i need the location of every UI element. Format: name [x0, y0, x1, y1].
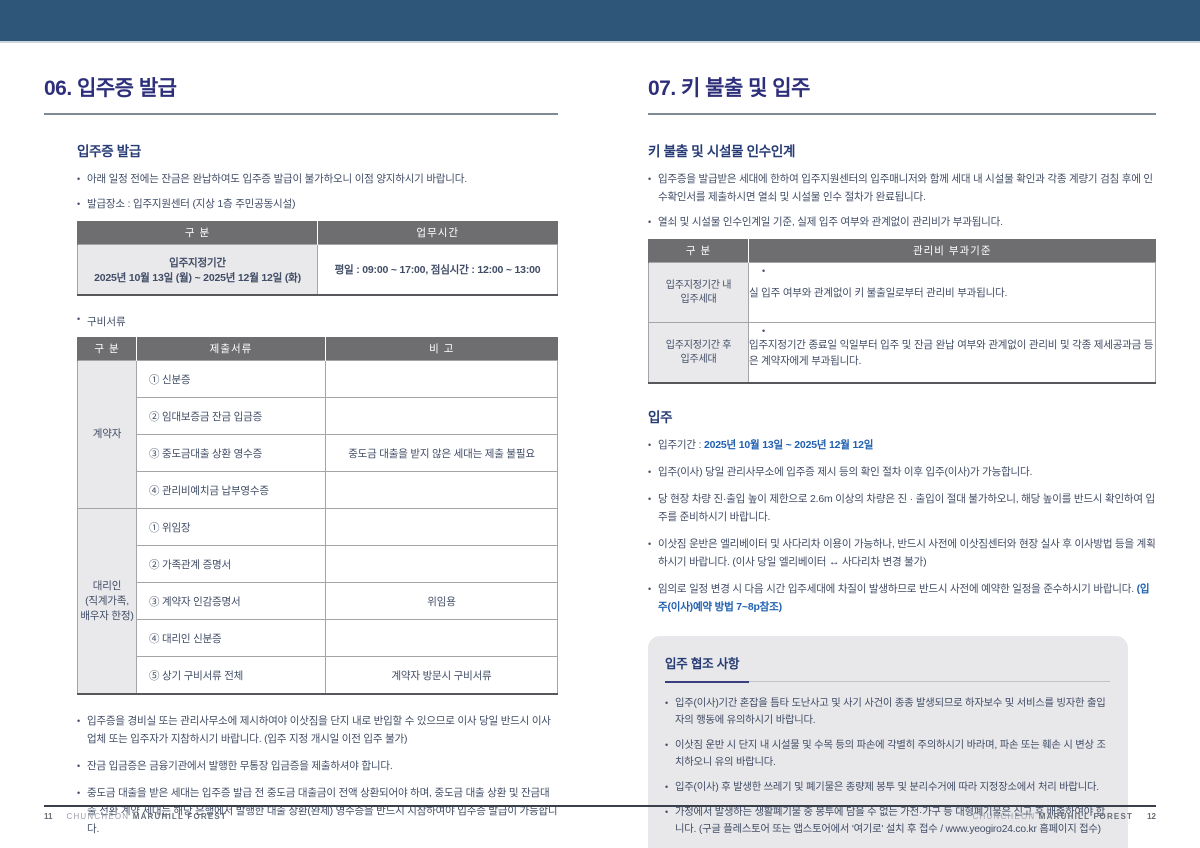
note-cell	[325, 545, 558, 583]
cooperation-bullet: 가정에서 발생하는 생활폐기물 중 봉투에 담을 수 없는 가전·가구 등 대형…	[665, 804, 1110, 838]
left-page-content: 입주증 발급 아래 일정 전에는 잔금은 완납하여도 입주증 발급이 불가하오니…	[77, 140, 558, 838]
handover-section-heading: 키 불출 및 시설물 인수인계	[648, 144, 796, 159]
note-cell	[325, 397, 558, 435]
right-page-content: 키 불출 및 시설물 인수인계 입주증을 발급받은 세대에 한하여 입주지원센터…	[648, 140, 1156, 848]
issue-bullet: 아래 일정 전에는 잔금은 완납하여도 입주증 발급이 불가하오니 이점 양지하…	[77, 170, 558, 188]
left-page: 06. 입주증 발급 입주증 발급 아래 일정 전에는 잔금은 완납하여도 입주…	[44, 72, 558, 845]
issue-section-heading: 입주증 발급	[77, 144, 142, 159]
required-docs-table: 구 분 제출서류 비 고 계약자 ① 신분증 ② 임대보증금 잔금 입금증 ③ …	[77, 337, 558, 695]
schedule-period-cell: 입주지정기간 2025년 10월 13일 (월) ~ 2025년 12월 12일…	[77, 244, 318, 296]
movein-period-label: 입주기간 :	[658, 439, 704, 451]
table-row: 입주지정기간 후 입주세대 입주지정기간 종료일 익일부터 입주 및 잔금 완납…	[648, 322, 1156, 384]
table-row: ② 임대보증금 잔금 입금증	[78, 397, 558, 435]
note-cell	[325, 360, 558, 398]
table-row: ⑤ 상기 구비서류 전체 계약자 방문시 구비서류	[78, 656, 558, 695]
proxy-group-cell: 대리인 (직계가족, 배우자 한정)	[77, 508, 137, 695]
docs-header-category: 구 분	[77, 337, 137, 361]
movein-reservation-bullet: 임의로 일정 변경 시 다음 시간 입주세대에 차질이 발생하므로 반드시 사전…	[648, 580, 1156, 616]
title-rule	[44, 113, 558, 115]
note-cell	[325, 508, 558, 546]
table-row: 입주지정기간 2025년 10월 13일 (월) ~ 2025년 12월 12일…	[77, 244, 558, 296]
movein-bullet: 당 현장 차량 진·출입 높이 제한으로 2.6m 이상의 차량은 진 · 출입…	[648, 490, 1156, 526]
brand-name: MARUHILL FOREST	[132, 812, 228, 821]
right-page-number: 12	[1147, 812, 1156, 821]
doc-cell: ① 신분증	[136, 360, 326, 398]
footer-right: CHUNCHEON MARUHILL FOREST 12	[973, 812, 1156, 821]
issue-bullet: 발급장소 : 입주지원센터 (지상 1층 주민공동시설)	[77, 195, 558, 213]
table-row: 입주지정기간 내 입주세대 실 입주 여부와 관계없이 키 불출일로부터 관리비…	[648, 262, 1156, 323]
fee-header-criteria: 관리비 부과기준	[748, 239, 1156, 263]
cooperation-box-heading: 입주 협조 사항	[665, 653, 1110, 683]
movein-bullet-list: 입주기간 : 2025년 10월 13일 ~ 2025년 12월 12일 입주(…	[648, 436, 1156, 616]
note-cell: 중도금 대출을 받지 않은 세대는 제출 불필요	[325, 434, 558, 472]
handover-bullet: 입주증을 발급받은 세대에 한하여 입주지원센터의 입주매니저와 함께 세대 내…	[648, 170, 1156, 206]
handover-bullet-list: 입주증을 발급받은 세대에 한하여 입주지원센터의 입주매니저와 함께 세대 내…	[648, 170, 1156, 231]
movein-period-value: 2025년 10월 13일 ~ 2025년 12월 12일	[704, 439, 874, 451]
schedule-period-dates: 2025년 10월 13일 (월) ~ 2025년 12월 12일 (화)	[94, 271, 301, 284]
brand-city: CHUNCHEON	[972, 812, 1036, 821]
schedule-hours-cell: 평일 : 09:00 ~ 17:00, 점심시간 : 12:00 ~ 13:00	[317, 244, 558, 296]
doc-cell: ③ 중도금대출 상환 영수증	[136, 434, 326, 472]
movein-period-bullet: 입주기간 : 2025년 10월 13일 ~ 2025년 12월 12일	[648, 436, 1156, 454]
schedule-table-header-category: 구 분	[77, 221, 318, 245]
left-page-title: 06. 입주증 발급	[44, 77, 177, 100]
footer-rule	[44, 805, 1156, 807]
docs-header-documents: 제출서류	[136, 337, 326, 361]
contractor-group-cell: 계약자	[77, 360, 137, 509]
handover-bullet: 열쇠 및 시설물 인수인계일 기준, 실제 입주 여부와 관계없이 관리비가 부…	[648, 213, 1156, 231]
cooperation-bullet-list: 입주(이사)기간 혼잡을 틈타 도난사고 및 사기 사건이 종종 발생되므로 하…	[665, 695, 1110, 838]
cooperation-bullet: 입주(이사) 후 발생한 쓰레기 및 폐기물은 종량제 봉투 및 분리수거에 따…	[665, 779, 1110, 796]
movein-bullet: 입주(이사) 당일 관리사무소에 입주증 제시 등의 확인 절차 이후 입주(이…	[648, 463, 1156, 481]
title-rule	[648, 113, 1156, 115]
doc-cell: ② 가족관계 증명서	[136, 545, 326, 583]
reservation-reference: (입주(이사)예약 방법 7~8p참조)	[658, 583, 1150, 613]
note-bullet: 잔금 입금증은 금융기관에서 발행한 무통장 입금증을 제출하셔야 합니다.	[77, 757, 558, 775]
movein-bullet: 이삿짐 운반은 엘리베이터 및 사다리차 이용이 가능하나, 반드시 사전에 이…	[648, 535, 1156, 571]
docs-header-remarks: 비 고	[325, 337, 558, 361]
issue-bullet-list: 아래 일정 전에는 잔금은 완납하여도 입주증 발급이 불가하오니 이점 양지하…	[77, 170, 558, 213]
fee-header-category: 구 분	[648, 239, 749, 263]
brand-name: MARUHILL FOREST	[1038, 812, 1134, 821]
cooperation-bullet: 입주(이사)기간 혼잡을 틈타 도난사고 및 사기 사건이 종종 발생되므로 하…	[665, 695, 1110, 729]
doc-cell: ① 위임장	[136, 508, 326, 546]
note-cell: 계약자 방문시 구비서류	[325, 656, 558, 695]
table-row: 계약자 ① 신분증	[77, 360, 558, 509]
right-page-title: 07. 키 불출 및 입주	[648, 77, 810, 100]
cooperation-box: 입주 협조 사항 입주(이사)기간 혼잡을 틈타 도난사고 및 사기 사건이 종…	[648, 636, 1128, 848]
table-row: ② 가족관계 증명서	[78, 545, 558, 583]
doc-cell: ② 임대보증금 잔금 입금증	[136, 397, 326, 435]
table-row: ③ 계약자 인감증명서 위임용	[78, 582, 558, 620]
note-bullet: 중도금 대출을 받은 세대는 입주증 발급 전 중도금 대출금이 전액 상환되어…	[77, 784, 558, 838]
fee-desc-cell: 입주지정기간 종료일 익일부터 입주 및 잔금 완납 여부와 관계없이 관리비 …	[748, 322, 1156, 384]
note-bullet: 입주증을 경비실 또는 관리사무소에 제시하여야 이삿짐을 단지 내로 반입할 …	[77, 712, 558, 748]
brand-city: CHUNCHEON	[66, 812, 130, 821]
issue-notes-list: 입주증을 경비실 또는 관리사무소에 제시하여야 이삿짐을 단지 내로 반입할 …	[77, 712, 558, 838]
fee-desc-cell: 실 입주 여부와 관계없이 키 불출일로부터 관리비 부과됩니다.	[748, 262, 1156, 323]
footer-left: 11 CHUNCHEON MARUHILL FOREST	[44, 812, 227, 821]
top-banner	[0, 0, 1200, 43]
left-page-number: 11	[44, 812, 53, 821]
doc-cell: ③ 계약자 인감증명서	[136, 582, 326, 620]
doc-cell: ④ 관리비예치금 납부영수증	[136, 471, 326, 509]
table-row: ④ 대리인 신분증	[78, 619, 558, 657]
table-row: ④ 관리비예치금 납부영수증	[78, 471, 558, 509]
right-page: 07. 키 불출 및 입주 키 불출 및 시설물 인수인계 입주증을 발급받은 …	[648, 72, 1156, 848]
movein-section-heading: 입주	[648, 410, 673, 425]
table-row: 대리인 (직계가족, 배우자 한정) ① 위임장	[77, 508, 558, 695]
note-cell	[325, 619, 558, 657]
schedule-table-header-hours: 업무시간	[317, 221, 558, 245]
schedule-table: 구 분 업무시간 입주지정기간 2025년 10월 13일 (월) ~ 2025…	[77, 221, 558, 296]
docs-label: 구비서류	[77, 314, 558, 329]
schedule-period-title: 입주지정기간	[169, 256, 226, 269]
fee-category-cell: 입주지정기간 후 입주세대	[648, 322, 749, 384]
table-row: ③ 중도금대출 상환 영수증 중도금 대출을 받지 않은 세대는 제출 불필요	[78, 434, 558, 472]
doc-cell: ⑤ 상기 구비서류 전체	[136, 656, 326, 695]
fee-category-cell: 입주지정기간 내 입주세대	[648, 262, 749, 323]
doc-cell: ④ 대리인 신분증	[136, 619, 326, 657]
note-cell: 위임용	[325, 582, 558, 620]
cooperation-bullet: 이삿짐 운반 시 단지 내 시설물 및 수목 등의 파손에 각별히 주의하시기 …	[665, 737, 1110, 771]
note-cell	[325, 471, 558, 509]
management-fee-table: 구 분 관리비 부과기준 입주지정기간 내 입주세대 실 입주 여부와 관계없이…	[648, 239, 1156, 384]
